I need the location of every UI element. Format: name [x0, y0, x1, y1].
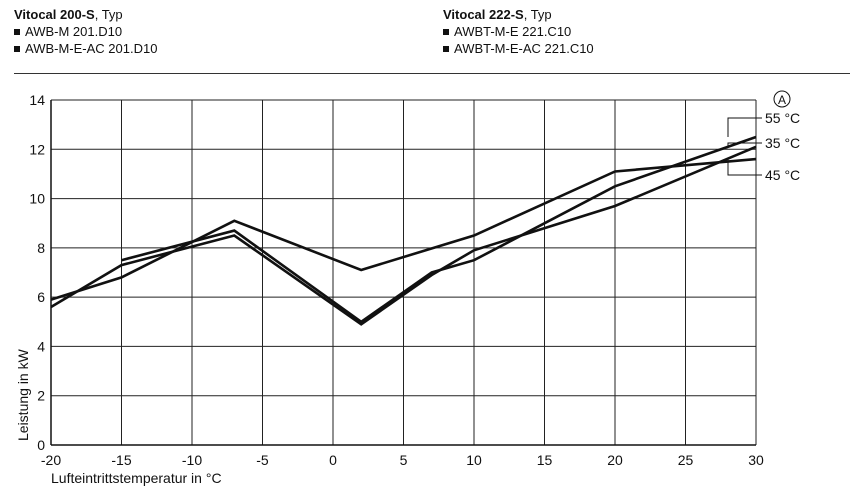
y-tick-label: 4: [37, 338, 45, 354]
y-tick-label: 8: [37, 240, 45, 256]
series-leader-line: [727, 117, 762, 137]
x-tick-label: 15: [537, 452, 553, 468]
x-tick-label: -10: [182, 452, 202, 468]
series-label: 35 °C: [765, 135, 800, 151]
type-item: AWBT-M-E-AC 221.C10: [443, 40, 594, 57]
x-tick-label: -5: [256, 452, 269, 468]
y-tick-label: 0: [37, 437, 45, 453]
type-item: AWBT-M-E 221.C10: [443, 23, 594, 40]
bullet-icon: [14, 45, 20, 52]
x-tick-label: 30: [748, 452, 764, 468]
y-tick-label: 14: [29, 92, 45, 108]
series-label: 45 °C: [765, 167, 800, 183]
bullet-icon: [443, 45, 449, 52]
series-line: [50, 157, 757, 301]
x-tick-label: -15: [111, 452, 131, 468]
legend-marker-label: A: [778, 93, 786, 107]
x-tick-label: 5: [400, 452, 408, 468]
series-label: 55 °C: [765, 110, 800, 126]
x-axis-label: Lufteintrittstemperatur in °C: [51, 470, 222, 486]
y-tick-label: 10: [29, 191, 45, 207]
y-axis-label: Leistung in kW: [15, 348, 31, 441]
model-title: Vitocal 222-S, Typ: [443, 7, 552, 22]
header-right: Vitocal 222-S, Typ AWBT-M-E 221.C10 AWBT…: [443, 6, 594, 57]
series-line: [121, 135, 757, 324]
model-title: Vitocal 200-S, Typ: [14, 7, 123, 22]
header-left: Vitocal 200-S, Typ AWB-M 201.D10 AWB-M-E…: [14, 6, 157, 57]
y-tick-label: 6: [37, 289, 45, 305]
bullet-icon: [443, 28, 449, 35]
x-tick-label: 25: [678, 452, 694, 468]
x-tick-label: 20: [607, 452, 623, 468]
series-leader-line: [727, 142, 762, 147]
x-tick-label: 10: [466, 452, 482, 468]
header-divider: [14, 73, 850, 74]
y-tick-label: 12: [29, 141, 45, 157]
series-line: [50, 145, 757, 326]
legend-marker-circle: [773, 90, 791, 108]
x-tick-label: 0: [329, 452, 337, 468]
type-item: AWB-M-E-AC 201.D10: [14, 40, 157, 57]
type-item: AWB-M 201.D10: [14, 23, 157, 40]
bullet-icon: [14, 28, 20, 35]
x-tick-label: -20: [41, 452, 61, 468]
y-tick-label: 2: [37, 388, 45, 404]
series-leader-line: [727, 159, 762, 176]
